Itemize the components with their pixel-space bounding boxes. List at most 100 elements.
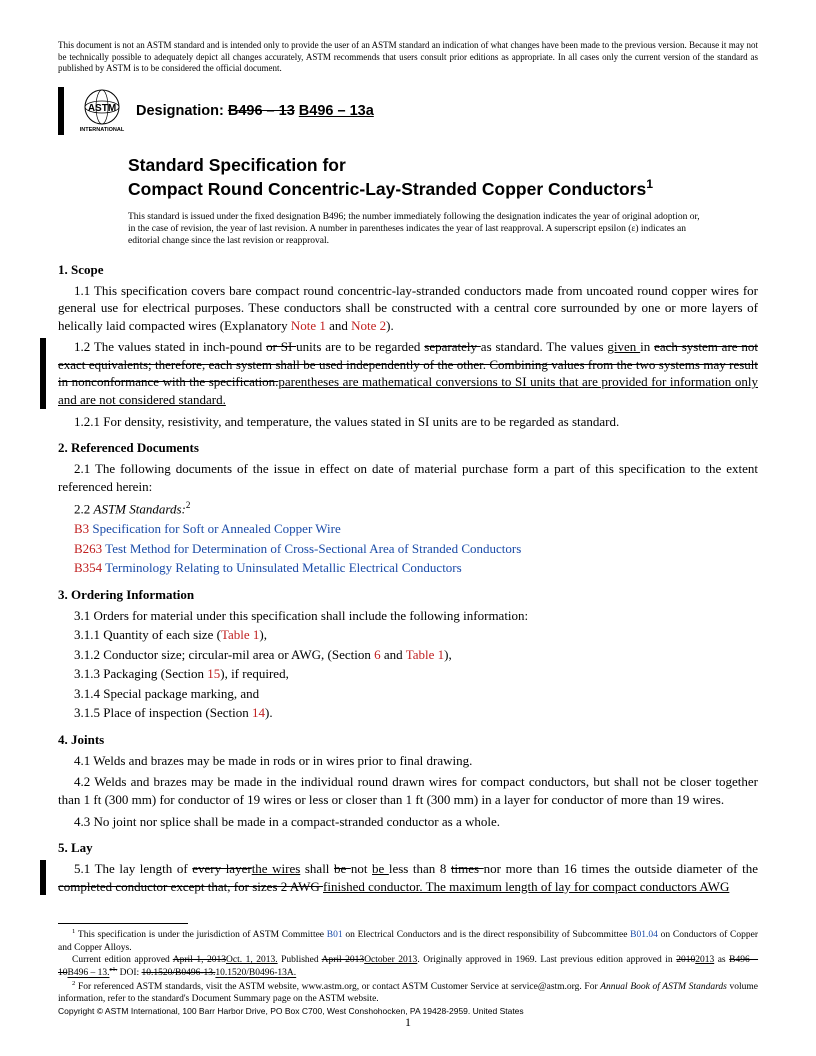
sec15-ref[interactable]: 15 [207,666,220,681]
title-line1: Standard Specification for [128,155,758,177]
t: on Electrical Conductors and is the dire… [343,930,631,940]
t: less than 8 [389,861,451,876]
designation-label: Designation: [136,103,228,119]
t: in [640,339,654,354]
t: not [351,861,372,876]
t: separately [424,339,481,354]
b01-link[interactable]: B01 [327,930,343,940]
t: 3.1.3 Packaging (Section [74,666,207,681]
table1-ref2[interactable]: Table 1 [406,647,444,662]
t: or SI [266,339,296,354]
t: ). [386,318,394,333]
t: nor more than 16 times the outside diame… [484,861,758,876]
t: be [334,861,351,876]
para-3-1-1: 3.1.1 Quantity of each size (Table 1), [58,626,758,644]
title-sup: 1 [646,177,653,191]
para-5-1: 5.1 The lay length of every layerthe wir… [58,860,758,895]
table1-ref[interactable]: Table 1 [221,627,259,642]
change-block-1-2: 1.2 The values stated in inch-pound or S… [40,338,758,408]
para-3-1-5: 3.1.5 Place of inspection (Section 14). [58,704,758,722]
t: October 2013 [364,955,417,965]
b354-link[interactable]: Terminology Relating to Uninsulated Meta… [102,560,462,575]
t: ASTM Standards: [94,501,186,516]
t: the wires [252,861,301,876]
t: 2.2 [74,501,94,516]
t: ), if required, [220,666,289,681]
t: April 2013 [322,955,365,965]
footnote-1: 1 This specification is under the jurisd… [58,928,758,954]
astm-logo-icon: ASTM INTERNATIONAL [78,87,126,135]
para-3-1: 3.1 Orders for material under this speci… [58,607,758,625]
para-2-2: 2.2 ASTM Standards:2 [58,499,758,518]
b263-link[interactable]: Test Method for Determination of Cross-S… [102,541,521,556]
t: finished conductor. The maximum length o… [323,879,729,894]
t: 2013 [695,955,714,965]
t: every layer [192,861,251,876]
t: 2 [186,500,191,510]
joints-head: 4. Joints [58,732,758,748]
scope-head: 1. Scope [58,262,758,278]
t: be [372,861,389,876]
designation-new: B496 – 13a [299,103,374,119]
header-row: ASTM INTERNATIONAL Designation: B496 – 1… [58,87,758,135]
disclaimer-text: This document is not an ASTM standard an… [58,40,758,75]
t: ). [265,705,273,720]
t: For referenced ASTM standards, visit the… [75,982,600,992]
designation-line: Designation: B496 – 13 B496 – 13a [136,103,374,119]
t: 1.1 This specification covers bare compa… [58,283,758,333]
t: as [714,955,729,965]
b3-code[interactable]: B3 [74,521,89,536]
para-4-3: 4.3 No joint nor splice shall be made in… [58,813,758,831]
title-block: Standard Specification for Compact Round… [128,155,758,201]
change-bar-icon [58,87,64,135]
t: April 1, 2013 [173,955,226,965]
para-4-2: 4.2 Welds and brazes may be made in the … [58,773,758,808]
para-2-1: 2.1 The following documents of the issue… [58,460,758,495]
t: Annual Book of ASTM Standards [600,982,727,992]
note2-ref[interactable]: Note 2 [351,318,386,333]
ref-b263: B263 Test Method for Determination of Cr… [58,540,758,558]
t: 3.1.2 Conductor size; circular-mil area … [74,647,374,662]
para-4-1: 4.1 Welds and brazes may be made in rods… [58,752,758,770]
t: as standard. The values [481,339,608,354]
footnote-1b: Current edition approved April 1, 2013Oc… [58,954,758,980]
page-number: 1 [0,1015,816,1030]
refdoc-head: 2. Referenced Documents [58,440,758,456]
t: completed conductor except that, for siz… [58,879,323,894]
t: 1.2 The values stated in inch-pound [74,339,266,354]
footnote-rule [58,923,188,924]
b354-code[interactable]: B354 [74,560,102,575]
t: units are to be regarded [296,339,424,354]
title-text: Compact Round Concentric-Lay-Stranded Co… [128,179,646,199]
title-line2: Compact Round Concentric-Lay-Stranded Co… [128,177,758,201]
t: given [607,339,640,354]
t: 2010 [676,955,695,965]
t: 10.1520/B0496-13. [142,969,216,979]
para-3-1-3: 3.1.3 Packaging (Section 15), if require… [58,665,758,683]
ordering-head: 3. Ordering Information [58,587,758,603]
t: shall [300,861,334,876]
sec14-ref[interactable]: 14 [252,705,265,720]
note1-ref[interactable]: Note 1 [291,318,326,333]
svg-text:INTERNATIONAL: INTERNATIONAL [80,127,125,133]
para-1-2-1: 1.2.1 For density, resistivity, and temp… [58,413,758,431]
issue-note: This standard is issued under the fixed … [128,211,708,248]
t: 5.1 The lay length of [74,861,192,876]
para-3-1-2: 3.1.2 Conductor size; circular-mil area … [58,646,758,664]
designation-old: B496 – 13 [228,103,295,119]
t: This specification is under the jurisdic… [75,930,326,940]
t: ), [444,647,452,662]
para-1-1: 1.1 This specification covers bare compa… [58,282,758,335]
b3-link[interactable]: Specification for Soft or Annealed Coppe… [89,521,341,536]
para-1-2: 1.2 The values stated in inch-pound or S… [58,338,758,408]
para-3-1-4: 3.1.4 Special package marking, and [58,685,758,703]
ref-b3: B3 Specification for Soft or Annealed Co… [58,520,758,538]
b0104-link[interactable]: B01.04 [630,930,658,940]
b263-code[interactable]: B263 [74,541,102,556]
t: times [451,861,484,876]
t: Published [278,955,322,965]
t: and [326,318,351,333]
t: 10.1520/B0496-13A. [215,969,296,979]
t: DOI: [117,969,141,979]
change-block-5-1: 5.1 The lay length of every layerthe wir… [40,860,758,895]
